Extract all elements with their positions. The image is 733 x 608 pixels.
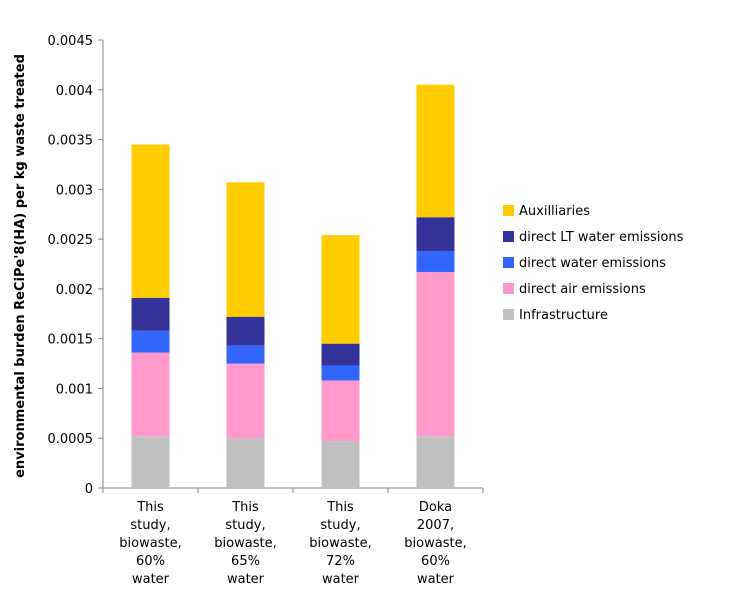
legend-label: direct LT water emissions bbox=[519, 230, 684, 245]
x-tick-label: Doka 2007, biowaste, 60% water bbox=[404, 500, 466, 587]
bar-segment bbox=[131, 352, 170, 437]
x-tick-label-line: biowaste, bbox=[309, 536, 371, 551]
x-tick-label-line: 65% bbox=[231, 554, 260, 569]
x-tick-label: This study, biowaste, 65% water bbox=[214, 500, 276, 587]
bar-segment bbox=[321, 365, 360, 381]
x-tick-label-line: 72% bbox=[326, 554, 355, 569]
legend-item: direct LT water emissions bbox=[503, 230, 684, 245]
x-tick-label: This study, biowaste, 72% water bbox=[309, 500, 371, 587]
x-tick-label-line: study, bbox=[320, 518, 360, 533]
bar-segment bbox=[226, 182, 265, 317]
y-tick-label: 0.0045 bbox=[48, 34, 94, 49]
bar-segment bbox=[321, 235, 360, 344]
bar-segment bbox=[321, 380, 360, 442]
x-tick-label-line: study, bbox=[225, 518, 265, 533]
y-tick-label: 0.0035 bbox=[48, 134, 94, 149]
bar-segment bbox=[416, 217, 455, 252]
legend-label: direct water emissions bbox=[519, 256, 666, 271]
legend: Auxilliaries direct LT water emissions dir… bbox=[503, 204, 684, 323]
y-tick-label: 0.004 bbox=[56, 84, 93, 99]
x-tick-label-line: water bbox=[322, 572, 360, 587]
bar-segment bbox=[416, 251, 455, 272]
y-tick-label: 0.0015 bbox=[48, 333, 94, 348]
bar-segment bbox=[416, 436, 455, 488]
legend-swatch bbox=[503, 257, 514, 268]
x-tick-label-line: study, bbox=[130, 518, 170, 533]
bar-segment bbox=[131, 330, 170, 353]
x-tick-label-line: biowaste, bbox=[214, 536, 276, 551]
legend-item: direct water emissions bbox=[503, 256, 666, 271]
x-tick-label-line: 2007, bbox=[417, 518, 454, 533]
plot-area: 0 0.0005 0.001 0.0015 0.002 0.0025 0.003 0.0035… bbox=[48, 34, 484, 587]
x-tick-label-line: biowaste, bbox=[404, 536, 466, 551]
bar-segment bbox=[226, 345, 265, 364]
legend-item: Infrastructure bbox=[503, 308, 608, 323]
y-tick-label: 0.0025 bbox=[48, 233, 94, 248]
bar-segment bbox=[416, 271, 455, 437]
y-tick-label: 0 bbox=[85, 482, 93, 497]
y-tick-label: 0.002 bbox=[56, 283, 93, 298]
x-tick-label-line: This bbox=[326, 500, 354, 515]
x-tick-label-line: This bbox=[136, 500, 164, 515]
bar-segment bbox=[321, 441, 360, 488]
legend-item: direct air emissions bbox=[503, 282, 646, 297]
legend-swatch bbox=[503, 309, 514, 320]
y-tick-label: 0.0005 bbox=[48, 432, 94, 447]
y-axis-label: environmental burden ReCiPe'8(HA) per kg… bbox=[13, 54, 28, 478]
y-tick-label: 0.001 bbox=[56, 382, 93, 397]
x-tick-label-line: water bbox=[417, 572, 455, 587]
bar-segment bbox=[131, 144, 170, 298]
legend-swatch bbox=[503, 205, 514, 216]
x-tick-label-line: water bbox=[227, 572, 265, 587]
x-tick-label-line: This bbox=[231, 500, 259, 515]
y-tick-label: 0.003 bbox=[56, 183, 93, 198]
bar-segment bbox=[131, 436, 170, 488]
legend-label: direct air emissions bbox=[519, 282, 646, 297]
x-tick-label: This study, biowaste, 60% water bbox=[119, 500, 181, 587]
x-tick-label-line: 60% bbox=[421, 554, 450, 569]
bar-segment bbox=[131, 297, 170, 331]
legend-item: Auxilliaries bbox=[503, 204, 590, 219]
bar-segment bbox=[226, 316, 265, 346]
bar-segment bbox=[416, 84, 455, 218]
bar-segment bbox=[226, 363, 265, 439]
x-tick-label-line: Doka bbox=[419, 500, 452, 515]
x-tick-label-line: 60% bbox=[136, 554, 165, 569]
bar-segment bbox=[226, 438, 265, 488]
legend-label: Infrastructure bbox=[519, 308, 608, 323]
bar-segment bbox=[321, 343, 360, 366]
legend-swatch bbox=[503, 283, 514, 294]
legend-swatch bbox=[503, 231, 514, 242]
legend-label: Auxilliaries bbox=[519, 204, 590, 219]
x-tick-label-line: water bbox=[132, 572, 170, 587]
x-tick-label-line: biowaste, bbox=[119, 536, 181, 551]
